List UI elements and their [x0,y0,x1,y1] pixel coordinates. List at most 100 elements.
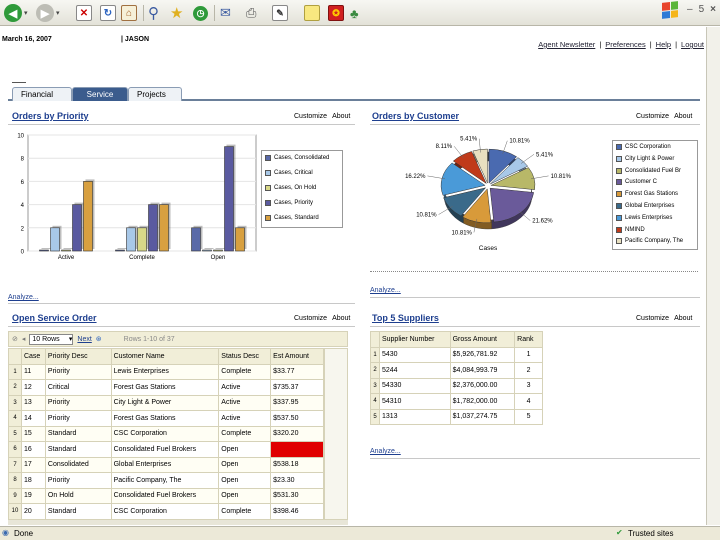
y-tick-label: 10 [17,134,24,140]
pie-slice[interactable] [489,187,535,223]
table-row[interactable]: 5 15 Standard CSC Corporation Complete $320.2… [8,425,324,442]
column-header[interactable]: Rank [514,331,543,348]
help-link[interactable]: Help [655,40,672,49]
next-page-link[interactable]: Next [77,335,92,343]
minimize-button[interactable]: – [687,4,699,15]
customer-customize-link[interactable]: Customize [636,113,670,120]
mail-button[interactable]: ✉ [220,3,231,23]
print-button[interactable]: ⎙ [246,3,256,23]
back-button[interactable]: ◀ [4,3,22,23]
priority-analyze-link[interactable]: Analyze... [8,294,39,301]
bar[interactable] [72,204,82,252]
priority-portlet-title[interactable]: Orders by Priority [12,111,89,121]
restore-button[interactable]: 5 [698,4,711,15]
agent-newsletter-link[interactable]: Agent Newsletter [538,40,596,49]
previous-page-icon[interactable]: ◂ [21,336,26,343]
pie-slice[interactable] [490,157,529,185]
table-row[interactable]: 1 5430 $5,926,781.92 1 [370,346,543,363]
bar[interactable] [39,249,49,252]
home-button[interactable]: ⌂ [121,3,137,23]
bar[interactable] [213,249,223,252]
column-header[interactable]: Priority Desc [44,348,112,365]
contacts-button[interactable]: ♣ [350,3,359,23]
forward-button[interactable]: ▶ [36,3,54,23]
customer-portlet-title[interactable]: Orders by Customer [372,111,460,121]
tab-financial[interactable]: Financial [12,87,72,101]
back-dropdown[interactable]: ▾ [24,10,28,17]
bar[interactable] [126,227,136,252]
table-row[interactable]: 4 14 Priority Forest Gas Stations Active $537… [8,410,324,427]
notes-button[interactable] [304,3,320,23]
suppliers-about-link[interactable]: About [674,315,693,322]
table-cell: Consolidated Fuel Brokers [110,487,220,504]
suppliers-analyze-link[interactable]: Analyze... [370,448,401,455]
bar[interactable] [50,227,60,252]
first-page-icon[interactable]: ⊘ [12,336,18,343]
bar[interactable] [202,249,212,252]
column-header[interactable]: Est Amount [270,348,324,365]
table-row[interactable]: 2 12 Critical Forest Gas Stations Active $735… [8,379,324,396]
preferences-link[interactable]: Preferences [605,40,646,49]
page-scrollbar[interactable] [706,27,720,525]
bar[interactable] [83,181,93,252]
refresh-button[interactable]: ↻ [100,3,116,23]
open-orders-portlet-title[interactable]: Open Service Order [12,313,97,323]
table-row[interactable]: 5 1313 $1,037,274.75 5 [370,408,543,425]
tab-service[interactable]: Service [72,87,128,101]
customer-analyze-link[interactable]: Analyze... [370,287,401,294]
bar[interactable] [115,249,125,252]
table-row[interactable]: 9 19 On Hold Consolidated Fuel Brokers Open $… [8,487,324,504]
table-row[interactable]: 3 13 Priority City Light & Power Active $337.… [8,394,324,411]
bar[interactable] [191,227,201,252]
next-page-icon[interactable]: ⊛ [95,336,102,343]
link-separator: | [649,40,652,49]
logout-link[interactable]: Logout [681,40,704,49]
customer-about-link[interactable]: About [674,113,693,120]
table-scroll-area[interactable] [324,348,348,520]
legend-label: NMIND [625,226,645,233]
table-cell: Active [218,394,272,411]
home-icon: ⌂ [121,5,137,21]
bar[interactable] [224,146,234,252]
table-row[interactable]: 8 18 Priority Pacific Company, The Open $23.3… [8,472,324,489]
table-cell: 5244 [378,362,451,379]
table-row[interactable]: 3 54330 $2,376,000.00 3 [370,377,543,394]
bar[interactable] [235,227,245,252]
column-header[interactable]: Case [20,348,46,365]
stop-button[interactable]: ✕ [76,3,92,23]
table-row[interactable]: 6 16 Standard Consolidated Fuel Brokers Open [8,441,324,458]
history-button[interactable]: ◷ [193,3,208,23]
search-button[interactable]: ⚲ [148,3,159,23]
bar[interactable] [148,204,158,252]
open-orders-customize-link[interactable]: Customize [294,315,328,322]
edit-button[interactable]: ✎ [272,3,288,23]
legend-swatch [265,155,271,161]
favorites-button[interactable]: ★ [170,3,183,23]
suppliers-portlet-title[interactable]: Top 5 Suppliers [372,313,439,323]
bar[interactable] [61,249,71,252]
pie-slice[interactable] [443,187,487,217]
column-header[interactable]: Supplier Number [378,331,451,348]
tab-projects[interactable]: Projects [128,87,182,101]
priority-customize-link[interactable]: Customize [294,113,328,120]
column-header[interactable]: Customer Name [110,348,220,365]
legend-item: Cases, On Hold [265,185,316,191]
forward-dropdown[interactable]: ▾ [56,10,60,17]
horizontal-scrollbar[interactable] [8,520,348,525]
bar[interactable] [137,227,147,252]
messenger-button[interactable]: ✪ [328,3,344,23]
priority-about-link[interactable]: About [332,113,351,120]
open-orders-about-link[interactable]: About [332,315,351,322]
table-row[interactable]: 10 20 Standard CSC Corporation Complete $398.… [8,503,324,520]
column-header[interactable]: Status Desc [218,348,272,365]
bar[interactable] [159,204,169,252]
close-button[interactable]: × [710,4,716,15]
divider [370,326,700,327]
table-row[interactable]: 2 5244 $4,084,993.79 2 [370,362,543,379]
table-row[interactable]: 4 54310 $1,782,000.00 4 [370,393,543,410]
column-header[interactable]: Gross Amount [449,331,516,348]
table-row[interactable]: 7 17 Consolidated Global Enterprises Open $53… [8,456,324,473]
table-row[interactable]: 1 11 Priority Lewis Enterprises Complete $33.… [8,363,324,380]
rows-per-page-select[interactable]: 10 Rows ▾ [29,333,74,345]
suppliers-customize-link[interactable]: Customize [636,315,670,322]
